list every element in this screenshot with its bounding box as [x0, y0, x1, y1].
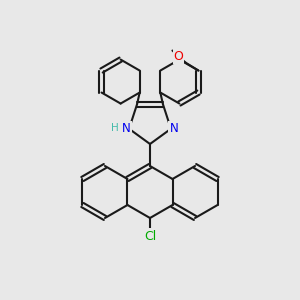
Text: N: N — [122, 122, 130, 135]
Text: Cl: Cl — [144, 230, 156, 242]
Text: H: H — [111, 123, 119, 133]
Text: N: N — [169, 122, 178, 135]
Text: O: O — [173, 50, 183, 63]
